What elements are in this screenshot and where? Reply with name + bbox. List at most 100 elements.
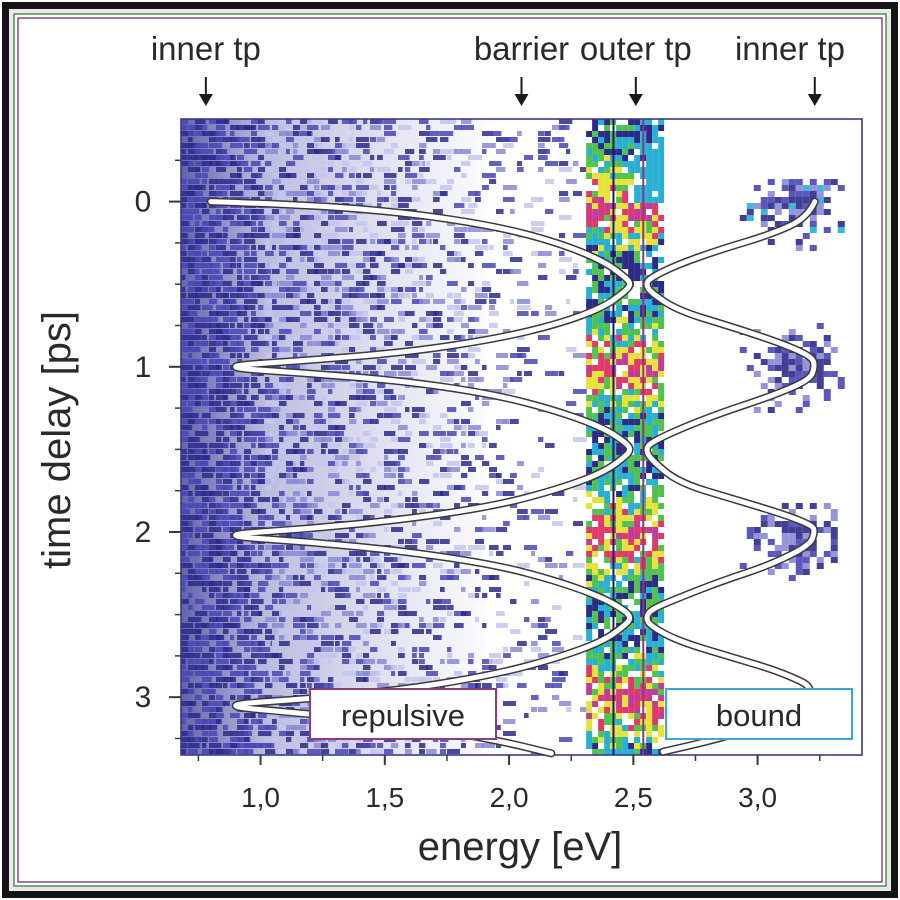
heat-cell xyxy=(377,191,382,196)
heat-cell xyxy=(592,611,599,617)
heat-cell xyxy=(363,659,375,664)
heat-cell xyxy=(328,419,333,424)
heat-cell xyxy=(195,737,200,742)
heat-cell xyxy=(468,227,482,232)
heat-cell xyxy=(510,209,515,214)
heat-cell xyxy=(258,695,267,700)
heat-cell xyxy=(559,257,573,262)
heat-cell xyxy=(300,647,313,652)
heat-cell xyxy=(592,329,599,335)
heat-cell xyxy=(802,359,810,365)
heat-cell xyxy=(244,281,258,286)
heat-cell xyxy=(440,269,447,274)
heat-cell xyxy=(398,671,407,676)
heat-cell xyxy=(258,341,267,346)
heat-cell xyxy=(307,503,318,508)
heat-cell xyxy=(356,569,362,574)
heat-cell xyxy=(230,173,242,178)
heat-cell xyxy=(788,509,796,515)
heat-cell xyxy=(760,533,768,539)
heat-cell xyxy=(258,119,265,124)
heat-cell xyxy=(538,707,548,712)
heat-cell xyxy=(181,719,186,724)
heat-cell xyxy=(398,359,407,364)
heat-cell xyxy=(767,377,775,383)
heat-cell xyxy=(398,611,407,616)
heat-cell xyxy=(646,515,653,521)
heat-cell xyxy=(181,551,186,556)
heat-cell xyxy=(816,191,824,197)
heat-cell xyxy=(251,161,261,166)
heat-cell xyxy=(616,743,623,749)
heat-cell xyxy=(447,467,461,472)
heat-cell xyxy=(181,413,193,418)
heat-cell xyxy=(405,167,411,172)
heat-cell xyxy=(517,311,529,316)
heat-cell xyxy=(489,131,502,136)
heat-cell xyxy=(314,743,323,748)
heat-cell xyxy=(265,413,277,418)
heat-cell xyxy=(461,125,474,130)
heat-cell xyxy=(202,653,215,658)
heat-cell xyxy=(447,575,459,580)
heat-cell xyxy=(244,323,257,328)
heat-cell xyxy=(244,521,252,526)
heat-cell xyxy=(496,479,506,484)
heat-cell xyxy=(496,611,505,616)
heat-cell xyxy=(433,425,442,430)
heat-cell xyxy=(823,227,831,233)
heat-cell xyxy=(398,329,405,334)
heat-cell xyxy=(604,449,611,455)
heat-cell xyxy=(816,557,824,563)
heat-cell xyxy=(496,683,505,688)
heat-cell xyxy=(405,503,413,508)
heat-cell xyxy=(230,221,241,226)
heat-cell xyxy=(377,137,385,142)
heat-cell xyxy=(328,425,339,430)
heat-cell xyxy=(440,659,445,664)
heat-cell xyxy=(321,137,330,142)
heat-cell xyxy=(335,269,341,274)
heat-cell xyxy=(405,407,410,412)
heat-cell xyxy=(739,347,747,353)
heat-cell xyxy=(279,569,285,574)
heat-cell xyxy=(258,329,264,334)
heat-cell xyxy=(307,173,316,178)
heat-cell xyxy=(209,341,221,346)
heat-cell xyxy=(293,425,299,430)
heat-cell xyxy=(265,617,277,622)
heat-cell xyxy=(586,503,593,509)
heat-cell xyxy=(646,587,653,593)
heat-cell xyxy=(349,251,358,256)
heat-cell xyxy=(307,617,317,622)
heat-cell xyxy=(552,695,560,700)
heat-cell xyxy=(230,161,241,166)
heat-cell xyxy=(265,269,272,274)
heat-cell xyxy=(503,479,515,484)
heat-cell xyxy=(244,665,257,670)
heat-cell xyxy=(286,473,296,478)
heat-cell xyxy=(646,575,653,581)
heat-cell xyxy=(646,425,653,431)
heat-cell xyxy=(646,743,653,749)
heat-cell xyxy=(335,593,346,598)
heat-cell xyxy=(767,215,775,221)
heat-cell xyxy=(604,653,611,659)
heat-cell xyxy=(652,419,659,425)
heat-cell xyxy=(370,299,382,304)
heat-cell xyxy=(503,647,509,652)
heat-cell xyxy=(545,209,554,214)
heat-cell xyxy=(646,347,653,353)
heat-cell xyxy=(634,749,641,755)
heat-cell xyxy=(335,329,341,334)
heat-cell xyxy=(251,647,262,652)
heat-cell xyxy=(370,677,380,682)
heat-cell xyxy=(384,395,393,400)
heat-cell xyxy=(447,605,454,610)
heat-cell xyxy=(293,749,300,754)
heat-cell xyxy=(279,593,286,598)
heat-cell xyxy=(503,383,508,388)
heat-cell xyxy=(216,617,229,622)
heat-cell xyxy=(461,431,467,436)
heat-cell xyxy=(652,635,659,641)
